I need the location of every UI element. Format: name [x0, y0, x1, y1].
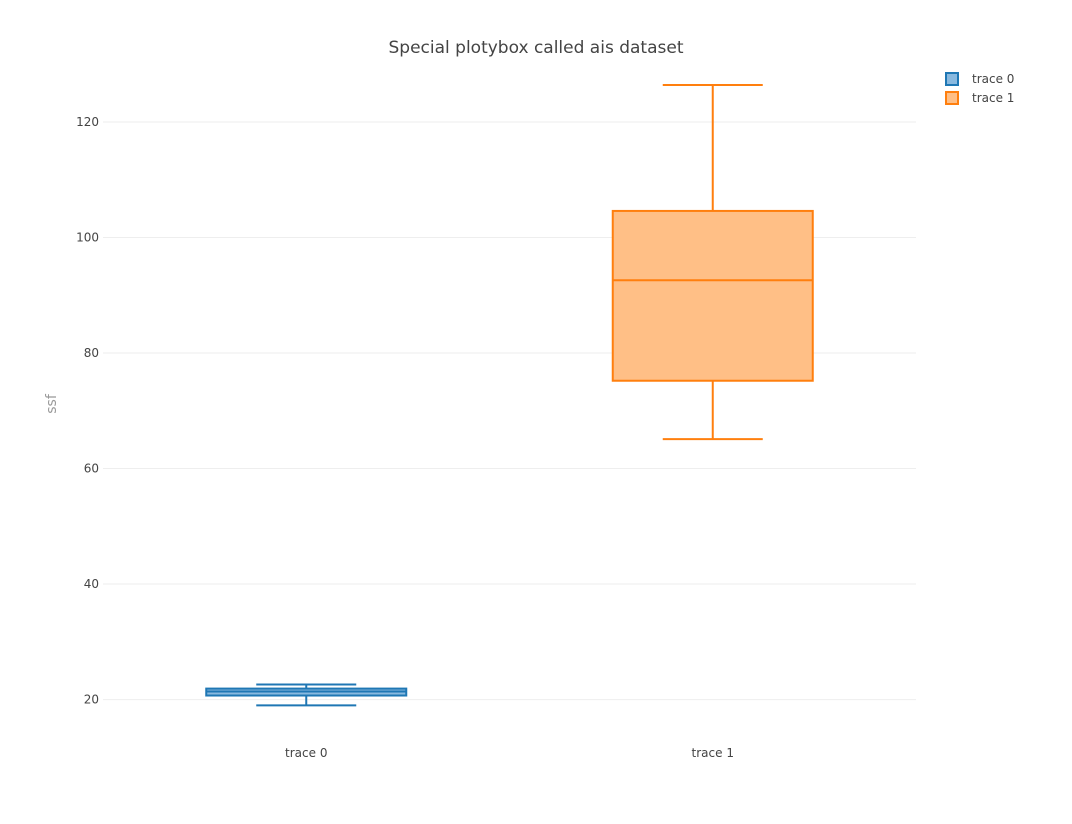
legend-label: trace 0 — [972, 72, 1014, 86]
legend-item-1[interactable]: trace 1 — [945, 91, 1014, 105]
y-tick-label: 40 — [84, 577, 99, 591]
legend-label: trace 1 — [972, 91, 1014, 105]
y-tick-label: 120 — [76, 115, 99, 129]
y-tick-label: 60 — [84, 462, 99, 476]
legend-item-0[interactable]: trace 0 — [945, 72, 1014, 86]
legend-swatch — [945, 91, 959, 105]
y-tick-label: 100 — [76, 231, 99, 245]
legend-swatch — [945, 72, 959, 86]
gridlines — [103, 121, 916, 701]
y-tick-label: 80 — [84, 346, 99, 360]
x-tick-label: trace 0 — [285, 746, 327, 760]
y-axis-title: ssf — [44, 393, 60, 414]
y-axis-ticks: 20 40 60 80 100 120 — [76, 115, 99, 707]
box-trace-0 — [205, 683, 408, 707]
x-axis-ticks: trace 0 trace 1 — [285, 746, 734, 760]
box-traces — [205, 84, 814, 707]
y-tick-label: 20 — [84, 693, 99, 707]
box-iqr — [611, 209, 814, 382]
box-trace-1 — [611, 84, 814, 441]
legend: trace 0 trace 1 — [945, 72, 1014, 105]
x-tick-label: trace 1 — [692, 746, 734, 760]
chart-title: Special plotybox called ais dataset — [389, 38, 684, 58]
